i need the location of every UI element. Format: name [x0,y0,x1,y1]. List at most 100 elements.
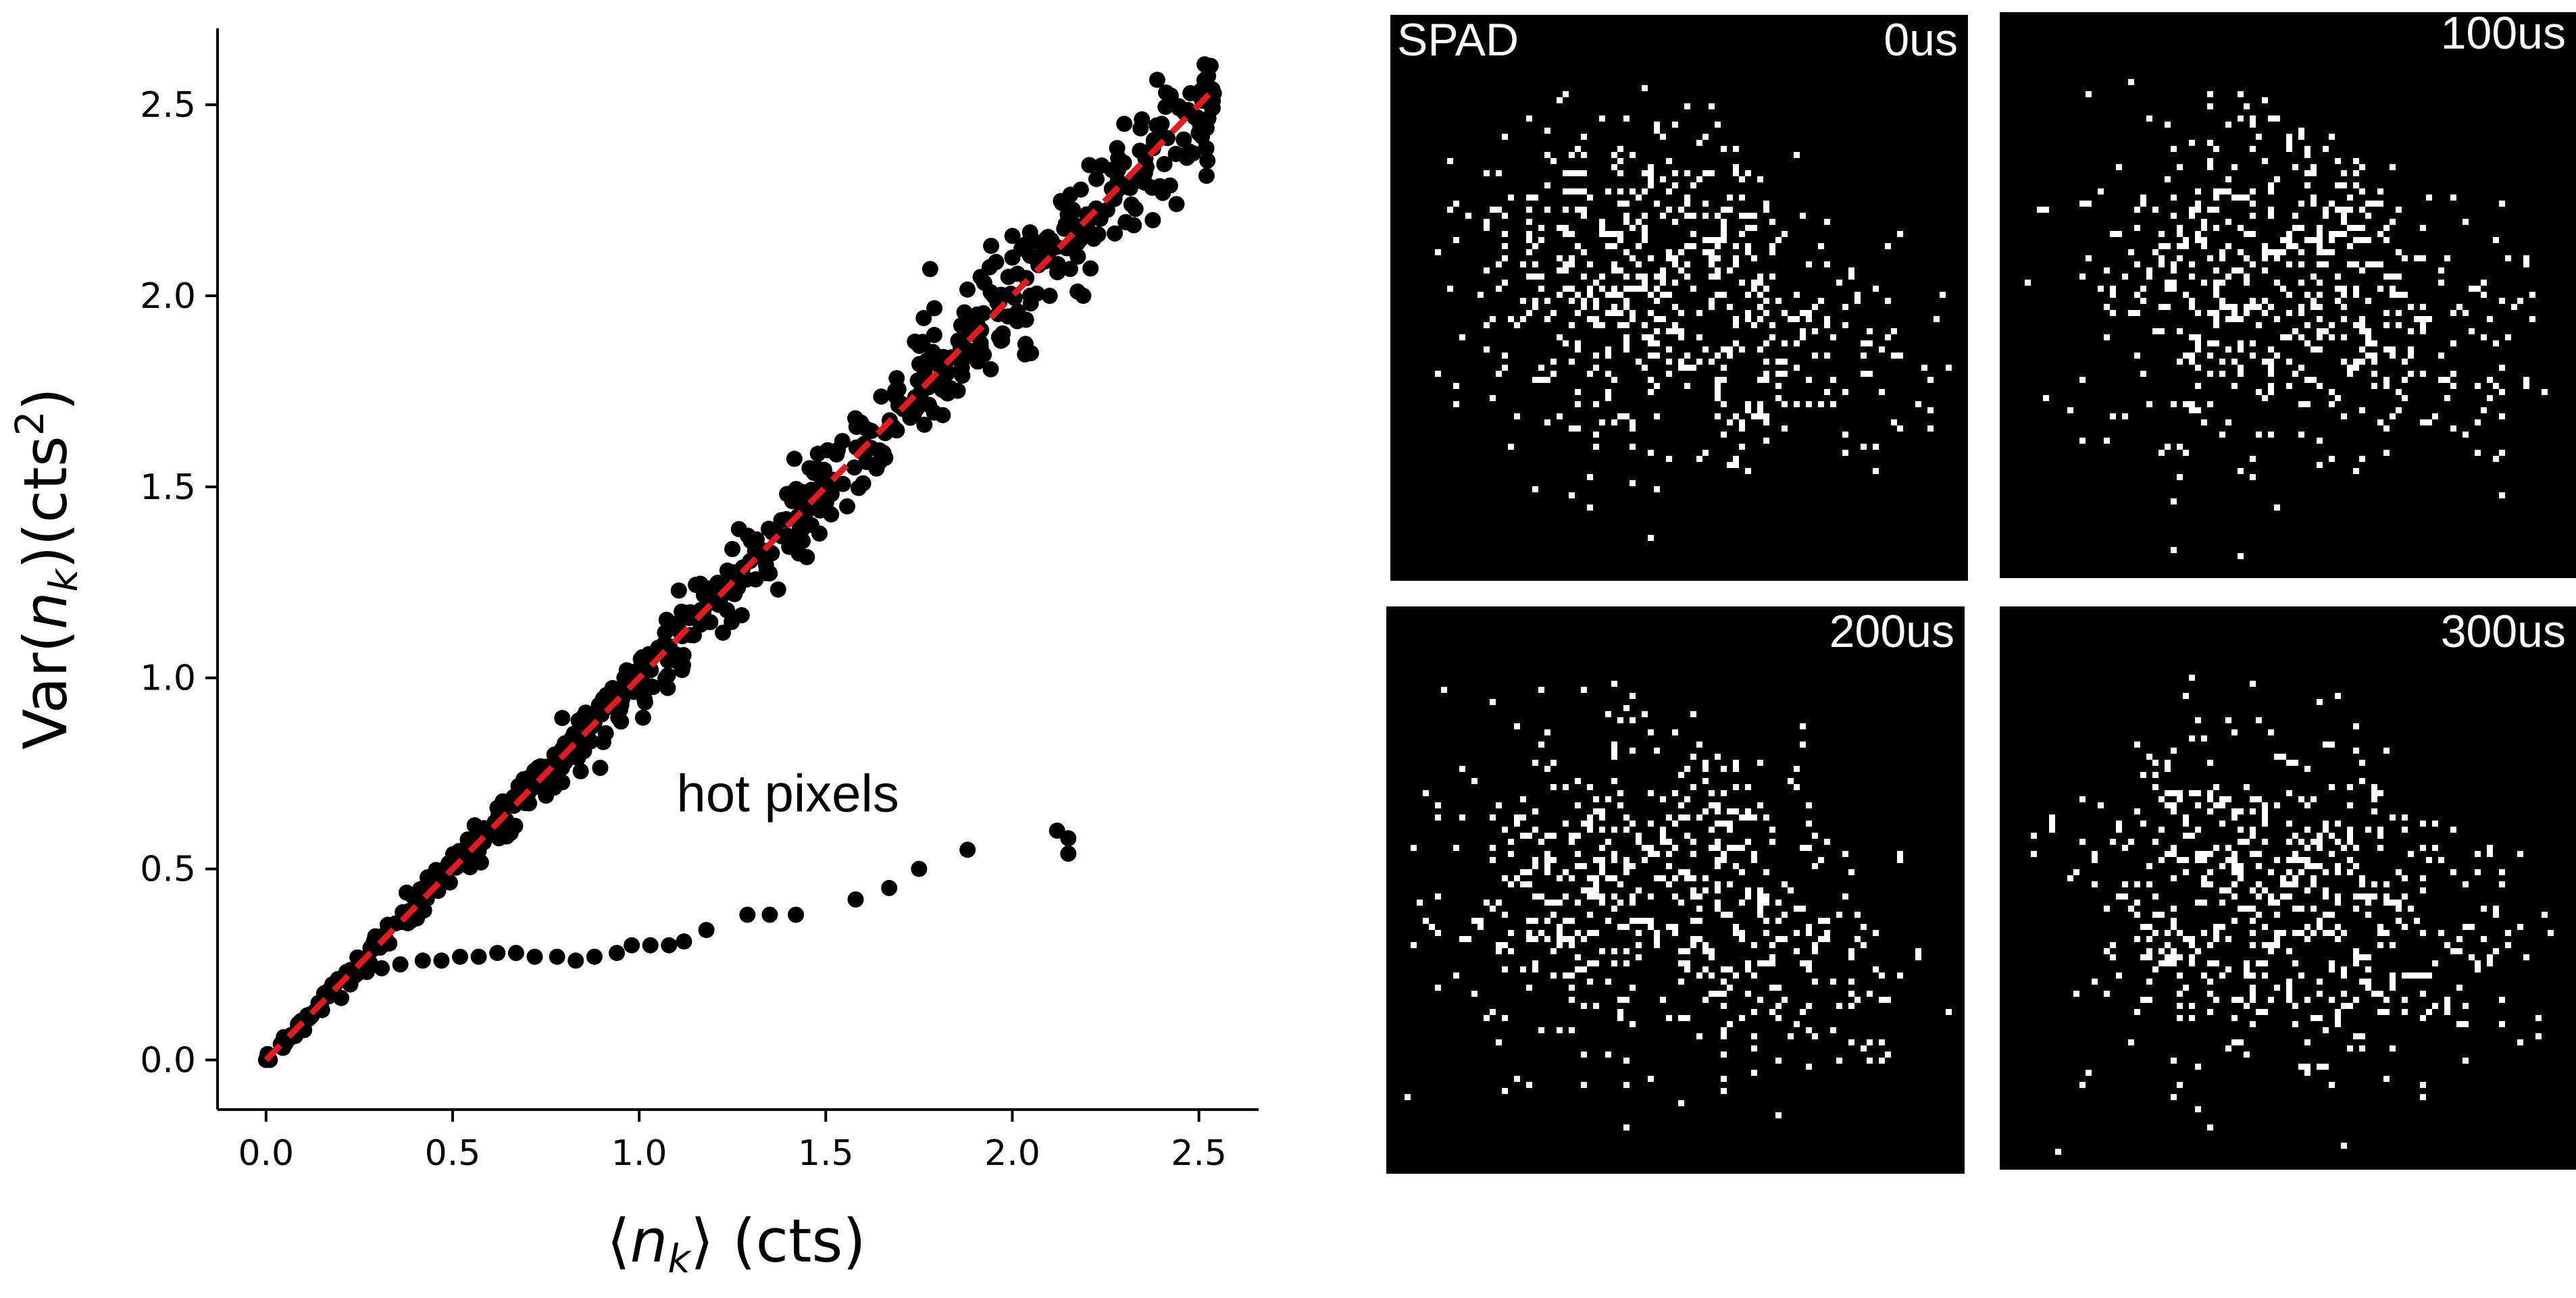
photon-pixel [1751,413,1757,419]
photon-pixel [1508,316,1514,322]
photon-pixel [2043,207,2049,213]
photon-pixel [2353,1033,2359,1039]
photon-pixel [2043,395,2049,401]
photon-pixel [1684,796,1690,802]
photon-pixel [2292,371,2298,377]
photon-pixel [2371,790,2377,796]
data-point [1004,249,1021,266]
photon-pixel [2134,353,2140,359]
photon-pixel [1581,887,1587,893]
data-point [954,367,971,384]
data-point [938,362,955,379]
photon-pixel [2390,979,2396,985]
photon-pixel [1733,170,1739,176]
photon-pixel [1563,936,1569,942]
photon-pixel [2189,954,2195,960]
photon-pixel [2408,972,2414,979]
photon-pixel [2086,1070,2092,1076]
photon-pixel [1575,778,1581,784]
photon-pixel [1739,936,1745,942]
photon-pixel [2171,954,2177,960]
photon-pixel [2177,474,2183,480]
photon-pixel [1666,158,1672,164]
photon-pixel [1666,188,1672,194]
photon-pixel [2359,881,2365,887]
photon-pixel [2195,231,2201,237]
photon-pixel [1769,954,1775,960]
data-point [595,690,611,707]
photon-pixel [1733,930,1739,936]
photon-pixel [1769,1009,1775,1015]
photon-pixel [2408,851,2414,857]
photon-pixel [2256,389,2262,395]
photon-pixel [1569,839,1575,845]
photon-pixel [1733,322,1739,328]
photon-pixel [2317,249,2323,255]
photon-pixel [1636,243,1642,249]
photon-pixel [2499,365,2505,371]
data-point [990,329,1007,346]
photon-pixel [2444,1003,2450,1009]
photon-pixel [2353,261,2359,267]
photon-pixel [1526,274,1532,280]
data-point [595,733,611,750]
photon-pixel [1745,814,1751,821]
photon-pixel [1690,182,1696,188]
data-point [1075,288,1092,304]
photon-pixel [2250,991,2256,997]
photon-pixel [2250,985,2256,991]
photon-pixel [2371,201,2377,207]
photon-pixel [1775,383,1782,389]
photon-pixel [1879,346,1885,353]
photon-pixel [1569,188,1575,194]
photon-pixel [1502,213,1508,219]
photon-pixel [2274,802,2280,808]
photon-pixel [1557,936,1563,942]
photon-pixel [1654,128,1660,134]
photon-pixel [1678,328,1684,334]
photon-pixel [1557,875,1563,881]
data-point [507,817,524,834]
photon-pixel [2189,1015,2195,1021]
photon-pixel [2158,450,2165,456]
photon-pixel [1745,243,1751,249]
photon-pixel [2292,875,2298,881]
photon-pixel [1623,924,1630,930]
photon-pixel [1873,966,1879,972]
photon-pixel [2359,456,2365,462]
photon-pixel [2365,912,2371,918]
photon-pixel [2250,122,2256,128]
photon-pixel [2323,912,2329,918]
hot-pixel-point [414,952,431,969]
photon-pixel [2134,881,2140,887]
photon-pixel [1702,887,1709,893]
hot-pixel-point [1060,846,1077,862]
photon-pixel [1702,213,1709,219]
photon-pixel [2365,827,2371,833]
photon-pixel [2310,839,2317,845]
photon-pixel [2219,900,2225,906]
photon-pixel [1496,170,1502,176]
photon-pixel [2268,365,2274,371]
photon-pixel [2481,906,2487,912]
photon-pixel [2219,255,2225,261]
photon-pixel [2262,359,2268,365]
photon-pixel [2165,766,2171,772]
photon-pixel [2463,310,2469,316]
photon-pixel [1435,814,1441,821]
photon-pixel [1696,176,1702,182]
photon-pixel [2390,985,2396,991]
photon-pixel [1538,839,1544,845]
photon-pixel [2171,146,2177,152]
photon-pixel [1575,292,1581,298]
photon-pixel [2377,231,2383,237]
photon-pixel [1569,492,1575,498]
photon-pixel [2250,796,2256,802]
photon-pixel [2390,219,2396,225]
photon-pixel [2317,991,2323,997]
photon-pixel [1727,267,1733,274]
photon-pixel [1605,188,1611,194]
photon-pixel [1745,839,1751,845]
hot-pixel-point [642,937,659,954]
photon-pixel [2183,353,2189,359]
